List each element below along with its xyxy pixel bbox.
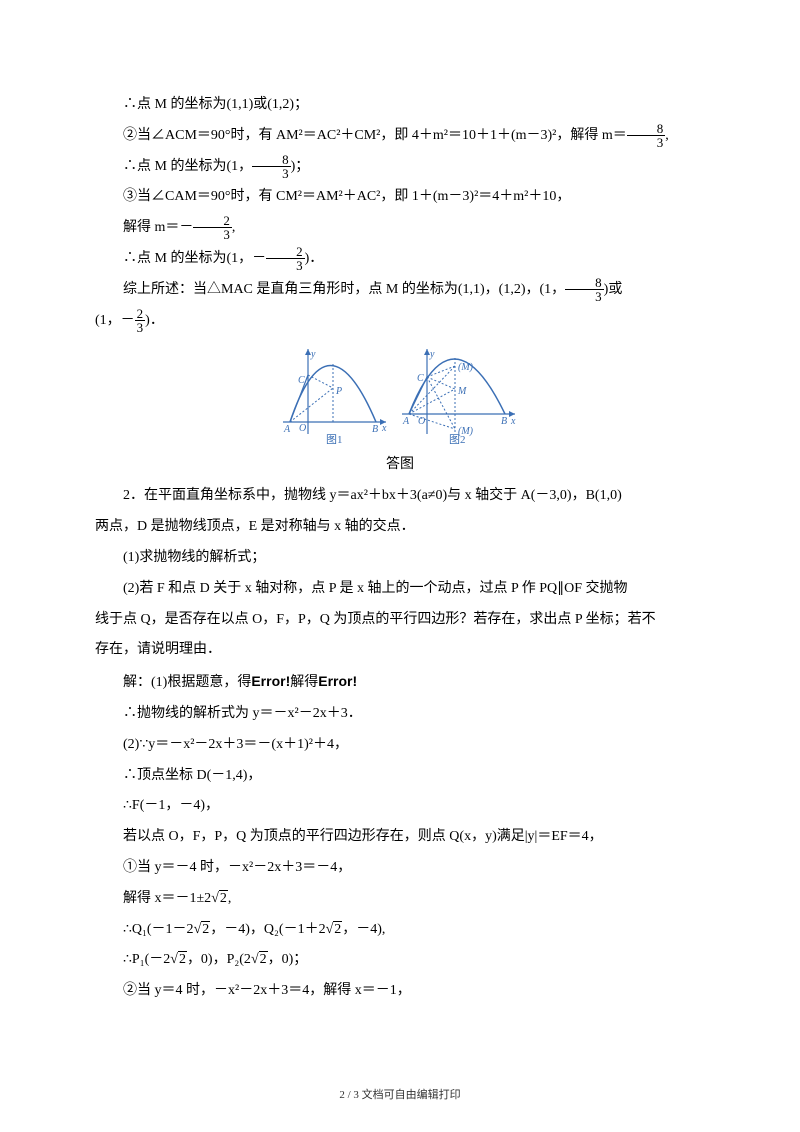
diagram-container: y x A C O B P 图1 y x A C O B (M) M (M) 图…	[95, 344, 705, 449]
text-line: (2)若 F 和点 D 关于 x 轴对称，点 P 是 x 轴上的一个动点，过点 …	[95, 574, 705, 605]
line-text: (2)∵y＝－x²－2x＋3＝－(x＋1)²＋4，	[123, 737, 348, 752]
text-line: 综上所述：当△MAC 是直角三角形时，点 M 的坐标为(1,1)，(1,2)，(…	[95, 275, 705, 306]
sqrt-value: 2	[201, 921, 210, 937]
svg-text:x: x	[381, 423, 387, 434]
text-line: 线于点 Q，是否存在以点 O，F，P，Q 为顶点的平行四边形？若存在，求出点 P…	[95, 605, 705, 636]
svg-text:y: y	[310, 349, 316, 360]
text-line: (1，－23)．	[95, 306, 705, 337]
line-text-a: ∴点 M 的坐标为(1，	[123, 159, 252, 174]
svg-text:B: B	[501, 416, 507, 427]
sqrt-value: 2	[219, 890, 228, 906]
svg-text:O: O	[299, 423, 306, 434]
text-line: (1)求抛物线的解析式；	[95, 543, 705, 574]
svg-text:C: C	[417, 373, 424, 384]
svg-text:(M): (M)	[458, 362, 474, 373]
sqrt-value: 2	[259, 951, 268, 967]
text-line: ∴点 M 的坐标为(1,1)或(1,2)；	[95, 90, 705, 121]
line-text-a: (1，－	[95, 313, 135, 328]
text-line: ∴F(－1，－4)，	[95, 791, 705, 822]
text-line: ∴P₁(－2√2，0)，P₂(2√2，0)；	[95, 945, 705, 976]
fraction: 83	[565, 276, 604, 303]
line-text: ③当∠CAM＝90°时，有 CM²＝AM²＋AC²，即 1＋(m－3)²＝4＋m…	[123, 189, 570, 204]
line-text-c: ，0)；	[268, 952, 308, 967]
text-line: ②当 y＝4 时，－x²－2x＋3＝4，解得 x＝－1，	[95, 976, 705, 1007]
line-text: ②当 y＝4 时，－x²－2x＋3＝4，解得 x＝－1，	[123, 983, 411, 998]
line-text: (1)求抛物线的解析式；	[123, 550, 265, 565]
text-line: ①当 y＝－4 时，－x²－2x＋3＝－4，	[95, 853, 705, 884]
svg-text:O: O	[418, 416, 425, 427]
line-text-b: ,	[232, 220, 236, 235]
line-text: 两点，D 是抛物线顶点，E 是对称轴与 x 轴的交点．	[95, 519, 415, 534]
line-text-a: ∴点 M 的坐标为(1，－	[123, 251, 266, 266]
line-text-b: ，0)，P₂(2	[187, 952, 251, 967]
text-line: 解：(1)根据题意，得Error!解得Error!	[95, 666, 705, 699]
text-line: ∴抛物线的解析式为 y＝－x²－2x＋3．	[95, 699, 705, 730]
text-line: 两点，D 是抛物线顶点，E 是对称轴与 x 轴的交点．	[95, 512, 705, 543]
line-text: ∴顶点坐标 D(－1,4)，	[123, 768, 261, 783]
line-text-b: ,	[665, 128, 669, 143]
line-text: ①当 y＝－4 时，－x²－2x＋3＝－4，	[123, 860, 351, 875]
line-text-a: 综上所述：当△MAC 是直角三角形时，点 M 的坐标为(1,1)，(1,2)，(…	[123, 282, 565, 297]
line-text: 若以点 O，F，P，Q 为顶点的平行四边形存在，则点 Q(x，y)满足|y|＝E…	[123, 829, 603, 844]
line-text-a: ∴Q₁(－1－2	[123, 922, 194, 937]
svg-text:图1: 图1	[326, 433, 343, 444]
svg-text:C: C	[298, 375, 305, 386]
line-text: ∴抛物线的解析式为 y＝－x²－2x＋3．	[123, 706, 362, 721]
page-footer: 2 / 3 文档可自由编辑打印	[0, 1086, 800, 1102]
text-line: ∴点 M 的坐标为(1，－23)．	[95, 244, 705, 275]
line-text-b: ，－4)，Q₂(－1＋2	[210, 922, 325, 937]
fraction: 83	[252, 153, 291, 180]
line-text-a: 解得 x＝－1±2	[123, 891, 211, 906]
diagram-caption: 答图	[95, 453, 705, 473]
text-line: 存在，请说明理由．	[95, 635, 705, 666]
diagram-2: y x A C O B (M) M (M) 图2	[397, 344, 522, 444]
text-line: 解得 x＝－1±2√2,	[95, 884, 705, 915]
line-text-a: 解：(1)根据题意，得	[123, 675, 251, 690]
text-line: ②当∠ACM＝90°时，有 AM²＝AC²＋CM²，即 4＋m²＝10＋1＋(m…	[95, 121, 705, 152]
line-text-b: )．	[145, 313, 164, 328]
diagram-1: y x A C O B P 图1	[278, 344, 393, 444]
svg-text:A: A	[283, 424, 291, 435]
svg-text:图2: 图2	[449, 433, 466, 444]
svg-text:y: y	[429, 349, 435, 360]
svg-text:B: B	[372, 424, 378, 435]
line-text-b: )或	[604, 282, 623, 297]
line-text: 2．在平面直角坐标系中，抛物线 y＝ax²＋bx＋3(a≠0)与 x 轴交于 A…	[123, 488, 622, 503]
error-text: Error!	[251, 673, 290, 689]
line-text-b: 解得	[290, 675, 318, 690]
line-text: 存在，请说明理由．	[95, 642, 221, 657]
svg-text:A: A	[402, 416, 410, 427]
line-text-b: ,	[228, 891, 232, 906]
svg-text:x: x	[510, 416, 516, 427]
text-line: ∴Q₁(－1－2√2，－4)，Q₂(－1＋2√2，－4),	[95, 915, 705, 946]
text-line: 解得 m＝－23,	[95, 213, 705, 244]
fraction: 23	[266, 245, 305, 272]
text-line: (2)∵y＝－x²－2x＋3＝－(x＋1)²＋4，	[95, 730, 705, 761]
line-text-a: 解得 m＝－	[123, 220, 193, 235]
fraction: 23	[193, 214, 232, 241]
text-line: ∴顶点坐标 D(－1,4)，	[95, 761, 705, 792]
fraction: 23	[135, 307, 146, 334]
text-line: ∴点 M 的坐标为(1，83)；	[95, 152, 705, 183]
line-text: 线于点 Q，是否存在以点 O，F，P，Q 为顶点的平行四边形？若存在，求出点 P…	[95, 612, 656, 627]
line-text: (2)若 F 和点 D 关于 x 轴对称，点 P 是 x 轴上的一个动点，过点 …	[123, 581, 628, 596]
line-text-b: )；	[291, 159, 310, 174]
text-line: ③当∠CAM＝90°时，有 CM²＝AM²＋AC²，即 1＋(m－3)²＝4＋m…	[95, 182, 705, 213]
line-text-b: )．	[305, 251, 324, 266]
fraction: 83	[627, 122, 666, 149]
line-text: ∴F(－1，－4)，	[123, 798, 219, 813]
sqrt-value: 2	[178, 951, 187, 967]
text-line: 若以点 O，F，P，Q 为顶点的平行四边形存在，则点 Q(x，y)满足|y|＝E…	[95, 822, 705, 853]
line-text: ∴点 M 的坐标为(1,1)或(1,2)；	[123, 97, 308, 112]
line-text-a: ②当∠ACM＝90°时，有 AM²＝AC²＋CM²，即 4＋m²＝10＋1＋(m…	[123, 128, 627, 143]
sqrt-value: 2	[333, 921, 342, 937]
svg-text:M: M	[457, 386, 467, 397]
line-text-c: ，－4),	[342, 922, 385, 937]
text-line: 2．在平面直角坐标系中，抛物线 y＝ax²＋bx＋3(a≠0)与 x 轴交于 A…	[95, 481, 705, 512]
line-text-a: ∴P₁(－2	[123, 952, 170, 967]
error-text: Error!	[318, 673, 357, 689]
svg-text:P: P	[335, 386, 342, 397]
